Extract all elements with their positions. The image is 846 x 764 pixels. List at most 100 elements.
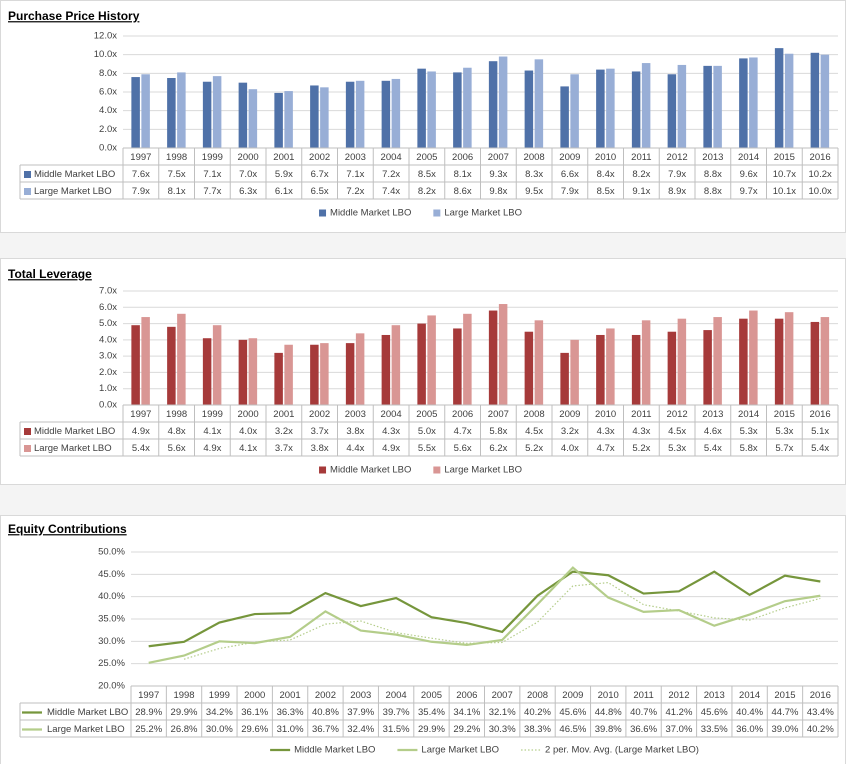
x-tick-label: 1999 (209, 690, 230, 701)
legend-swatch (433, 209, 441, 217)
bar (391, 325, 401, 405)
data-label: 4.5x (668, 426, 686, 437)
x-tick-label: 2007 (488, 409, 509, 420)
legend-label: Large Market LBO (444, 465, 522, 476)
data-label: 40.2% (807, 724, 834, 735)
x-tick-label: 2010 (595, 152, 616, 163)
data-label: 6.1x (275, 186, 293, 197)
bar (167, 326, 176, 405)
y-tick-label: 12.0x (94, 31, 117, 42)
y-tick-label: 25.0% (98, 658, 125, 669)
x-tick-label: 2011 (633, 690, 653, 701)
bar (131, 325, 140, 405)
bar (310, 344, 319, 405)
data-label: 9.6x (740, 169, 758, 180)
x-tick-label: 2006 (452, 409, 473, 420)
x-tick-label: 2002 (309, 409, 330, 420)
data-label: 6.3x (239, 186, 257, 197)
bar (498, 56, 508, 148)
data-label: 5.5x (418, 443, 436, 454)
data-label: 36.1% (241, 707, 268, 718)
x-tick-label: 2004 (386, 690, 407, 701)
x-tick-label: 2014 (739, 690, 760, 701)
data-label: 36.0% (736, 724, 763, 735)
x-tick-label: 2011 (631, 409, 651, 420)
x-tick-label: 1998 (166, 409, 187, 420)
data-label: 8.5x (418, 169, 436, 180)
data-label: 4.7x (597, 443, 615, 454)
x-tick-label: 2003 (350, 690, 371, 701)
x-tick-label: 2016 (810, 152, 831, 163)
x-tick-label: 2015 (774, 152, 795, 163)
y-tick-label: 2.0x (99, 367, 117, 378)
data-label: 4.3x (382, 426, 400, 437)
y-tick-label: 7.0x (99, 286, 117, 297)
bar (570, 339, 579, 405)
data-label: 5.9x (275, 169, 293, 180)
x-tick-label: 1999 (202, 409, 223, 420)
data-label: 10.1x (773, 186, 796, 197)
data-label: 37.0% (665, 724, 692, 735)
bar (774, 318, 784, 405)
data-label: 8.3x (525, 169, 543, 180)
data-label: 33.5% (701, 724, 728, 735)
data-label: 5.4x (704, 443, 722, 454)
x-tick-label: 2003 (345, 152, 366, 163)
data-label: 7.6x (132, 169, 150, 180)
data-label: 7.1x (203, 169, 221, 180)
data-label: 4.4x (346, 443, 364, 454)
legend-label: Middle Market LBO (294, 745, 375, 756)
x-tick-label: 2015 (774, 690, 795, 701)
bar (820, 54, 830, 148)
data-label: 29.2% (453, 724, 480, 735)
y-tick-label: 30.0% (98, 636, 125, 647)
data-label: 5.6x (454, 443, 472, 454)
data-label: 10.7x (773, 169, 796, 180)
data-label: 7.2x (382, 169, 400, 180)
x-tick-label: 2013 (704, 690, 725, 701)
bar (631, 334, 641, 405)
bar (749, 57, 758, 148)
bar (774, 48, 784, 149)
data-label: 5.3x (775, 426, 793, 437)
bar (202, 338, 212, 405)
bar (238, 339, 248, 405)
table-row-label: Large Market LBO (47, 724, 125, 735)
table-row-label: Middle Market LBO (47, 707, 128, 718)
bar (274, 352, 283, 405)
chart-title: Purchase Price History (8, 9, 140, 23)
line-series (148, 570, 821, 648)
data-label: 8.1x (168, 186, 186, 197)
data-label: 8.8x (704, 186, 722, 197)
legend-swatch (24, 445, 31, 452)
data-label: 4.0x (239, 426, 257, 437)
data-label: 4.9x (203, 443, 221, 454)
x-tick-label: 2003 (345, 409, 366, 420)
x-tick-label: 1998 (166, 152, 187, 163)
bar (355, 333, 365, 405)
bar (677, 318, 687, 405)
data-label: 10.2x (809, 169, 832, 180)
bar (784, 53, 794, 148)
bar (498, 304, 508, 405)
bar (820, 317, 830, 405)
data-label: 5.2x (525, 443, 543, 454)
data-label: 32.4% (347, 724, 374, 735)
data-label: 31.5% (383, 724, 410, 735)
bar (310, 85, 319, 148)
bar (274, 92, 283, 148)
bar (667, 74, 677, 148)
bar (345, 81, 355, 148)
x-tick-label: 1997 (138, 690, 159, 701)
x-tick-label: 2002 (309, 152, 330, 163)
data-label: 7.9x (668, 169, 686, 180)
bar (131, 77, 140, 148)
bar (141, 74, 150, 148)
data-label: 3.8x (311, 443, 329, 454)
data-label: 5.0x (418, 426, 436, 437)
data-label: 6.5x (311, 186, 329, 197)
bar (427, 71, 436, 148)
data-label: 9.8x (489, 186, 507, 197)
data-label: 34.1% (453, 707, 480, 718)
x-tick-label: 2014 (738, 152, 759, 163)
